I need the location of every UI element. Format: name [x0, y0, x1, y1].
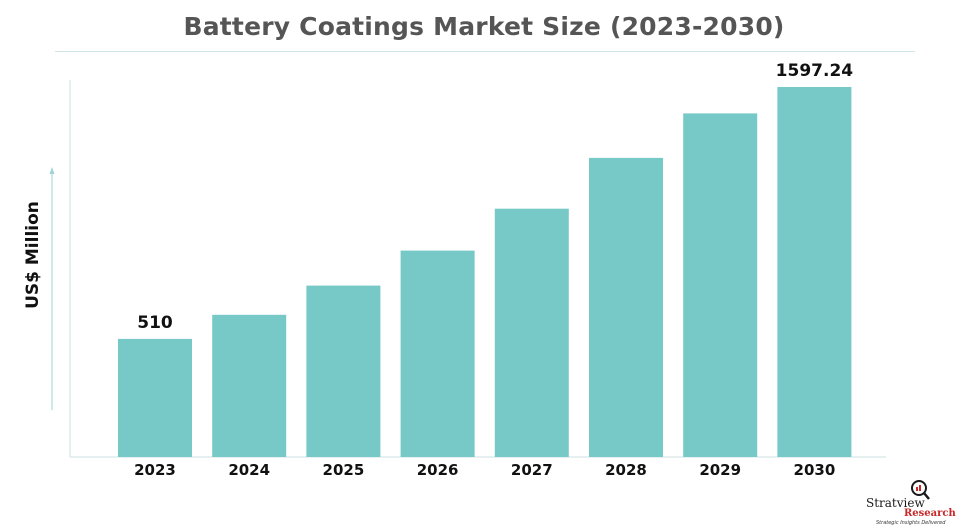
stratview-logo: Stratview Research Strategic Insights De… [856, 478, 964, 526]
x-tick-label-2029: 2029 [699, 461, 741, 479]
x-tick-label-2026: 2026 [417, 461, 459, 479]
chart-title: Battery Coatings Market Size (2023-2030) [183, 12, 785, 41]
x-tick-label-2027: 2027 [511, 461, 553, 479]
magnifier-logo-icon [911, 480, 930, 500]
bar-2023 [118, 338, 192, 457]
logo-tagline: Strategic Insights Delivered [876, 520, 946, 526]
data-label-2023: 510 [137, 313, 173, 333]
y-arrow-head [49, 167, 55, 174]
x-tick-label-2023: 2023 [134, 461, 176, 479]
bar-2028 [589, 157, 663, 457]
bar-2029 [683, 113, 758, 458]
bar-2026 [400, 250, 475, 457]
bar-2027 [494, 208, 569, 457]
logo-wordmark-research: Research [904, 508, 956, 519]
x-tick-label-2025: 2025 [323, 461, 365, 479]
title-divider [55, 51, 915, 52]
bar-2030 [777, 87, 852, 457]
bar-2024 [212, 314, 287, 457]
x-tick-label-2024: 2024 [228, 461, 270, 479]
logo-wordmark: Stratview [866, 496, 925, 510]
data-label-2030: 1597.24 [776, 61, 854, 81]
bar-2025 [306, 285, 381, 457]
x-tick-label-2030: 2030 [794, 461, 836, 479]
x-tick-label-2028: 2028 [605, 461, 647, 479]
